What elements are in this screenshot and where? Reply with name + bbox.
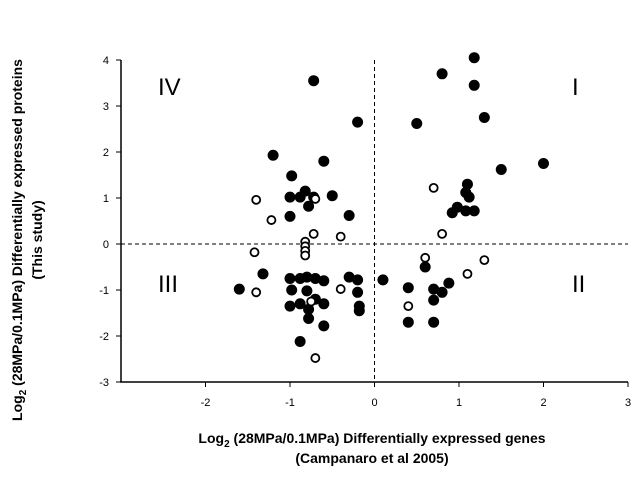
data-points <box>233 52 549 363</box>
x-tick-group: -2 -1 0 1 2 3 <box>201 382 631 409</box>
filled-data-point <box>446 207 458 219</box>
y-tick-label: -1 <box>99 285 109 297</box>
filled-data-point <box>301 285 313 297</box>
y-axis-title-line2: (This study) <box>29 200 45 279</box>
filled-data-point <box>428 294 440 306</box>
filled-data-point <box>294 298 306 310</box>
filled-data-point <box>233 283 245 295</box>
filled-data-point <box>436 68 448 80</box>
filled-data-point <box>286 170 298 182</box>
filled-data-point <box>436 286 448 298</box>
filled-data-point <box>294 191 306 203</box>
y-tick-group: -3 -2 -1 0 1 2 3 4 <box>99 55 121 389</box>
open-data-point <box>251 194 262 205</box>
open-data-point <box>249 247 260 258</box>
filled-data-point <box>352 116 364 128</box>
filled-data-point <box>428 316 440 328</box>
filled-data-point <box>538 158 549 169</box>
x-axis-title-line2: (Campanaro et al 2005) <box>295 450 448 466</box>
filled-data-point <box>318 298 330 310</box>
quadrant-label-i: I <box>572 74 579 101</box>
y-axis-title-line1: Log2 (28MPa/0.1MPa) Differentially expre… <box>9 59 29 421</box>
x-tick-label: 0 <box>371 397 377 409</box>
filled-data-point <box>318 275 330 287</box>
y-tick-label: 1 <box>103 193 109 205</box>
open-data-point <box>335 231 346 242</box>
open-data-point <box>310 194 321 204</box>
y-axis-title-prefix: Log <box>9 395 25 421</box>
open-data-point <box>428 182 439 193</box>
open-data-point <box>420 252 431 263</box>
filled-data-point <box>352 274 364 286</box>
x-tick-label: 2 <box>540 397 546 409</box>
filled-data-point <box>443 277 455 289</box>
open-data-point <box>251 287 262 298</box>
open-data-point <box>308 228 319 239</box>
filled-data-point <box>284 210 296 222</box>
filled-data-point <box>343 209 355 221</box>
y-axis-title-subscript: 2 <box>18 389 29 395</box>
filled-data-point <box>478 112 490 123</box>
x-tick-label: 3 <box>625 397 631 409</box>
open-data-point <box>437 228 448 239</box>
x-axis-title-prefix: Log <box>198 430 224 446</box>
y-tick-label: 0 <box>103 239 109 251</box>
filled-data-point <box>402 282 414 294</box>
filled-data-point <box>318 155 330 167</box>
open-data-point <box>306 296 317 307</box>
open-data-point <box>310 353 321 363</box>
reference-lines <box>121 60 628 382</box>
x-axis-title-subscript: 2 <box>224 439 230 450</box>
filled-data-point <box>286 284 298 296</box>
quadrant-label-iv: IV <box>158 74 181 101</box>
x-tick-label: -1 <box>285 397 295 409</box>
filled-data-point <box>303 313 315 325</box>
open-data-point <box>266 215 277 225</box>
filled-data-point <box>353 305 365 317</box>
filled-data-point <box>463 191 475 203</box>
filled-data-point <box>326 190 338 202</box>
filled-data-point <box>402 316 414 328</box>
y-axis-title-rest: (28MPa/0.1MPa) Differentially expressed … <box>9 59 25 390</box>
x-tick-label: 1 <box>456 397 462 409</box>
open-data-point <box>335 284 346 294</box>
open-data-point <box>300 250 311 261</box>
filled-data-point <box>294 336 306 348</box>
filled-data-point <box>267 149 279 161</box>
filled-data-point <box>419 261 431 273</box>
open-data-point <box>462 268 473 279</box>
x-axis-title-line1: Log2 (28MPa/0.1MPa) Differentially expre… <box>198 430 545 450</box>
filled-data-point <box>411 117 423 129</box>
filled-data-point <box>318 320 330 332</box>
filled-data-point <box>352 286 364 298</box>
y-tick-label: 4 <box>103 55 109 67</box>
filled-data-point <box>468 52 480 64</box>
quadrant-label-iii: III <box>158 271 178 298</box>
open-data-point <box>403 301 414 312</box>
y-tick-label: 3 <box>103 101 109 113</box>
y-tick-label: -2 <box>99 331 109 343</box>
open-data-point <box>479 255 490 266</box>
y-axis-title-group: Log2 (28MPa/0.1MPa) Differentially expre… <box>9 59 45 421</box>
quadrant-label-ii: II <box>572 271 585 298</box>
filled-data-point <box>284 273 296 284</box>
filled-data-point <box>303 200 315 212</box>
filled-data-point <box>468 205 480 217</box>
filled-data-point <box>468 79 480 91</box>
x-tick-label: -2 <box>201 397 211 409</box>
filled-data-point <box>377 274 389 286</box>
filled-data-point <box>284 191 296 203</box>
x-axis-title-rest: (28MPa/0.1MPa) Differentially expressed … <box>230 430 546 446</box>
y-tick-label: 2 <box>103 147 109 159</box>
filled-data-point <box>495 163 507 175</box>
filled-data-point <box>284 300 296 312</box>
filled-data-point <box>308 75 320 87</box>
y-tick-label: -3 <box>99 377 109 389</box>
filled-data-point <box>257 268 269 280</box>
